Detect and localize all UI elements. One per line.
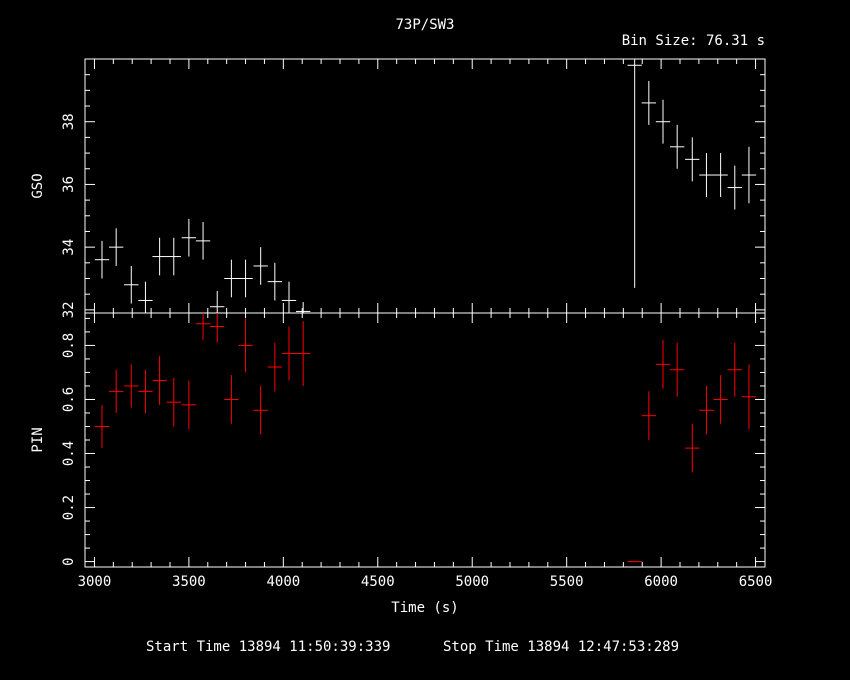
gso-point	[224, 259, 239, 298]
y-tick-label: 0.4	[61, 441, 77, 466]
gso-panel: GSO 32 34 36 38	[30, 58, 766, 318]
x-tick-label: 4000	[266, 574, 300, 590]
y-tick-label: 0	[61, 557, 77, 565]
y-tick-label: 34	[61, 239, 77, 256]
gso-point	[669, 124, 685, 169]
gso-point	[713, 153, 728, 197]
gso-y-label: GSO	[30, 173, 46, 198]
x-axis-label: Time (s)	[391, 600, 458, 616]
y-tick-label: 0.8	[61, 333, 77, 358]
start-time: Start Time 13894 11:50:39:339	[146, 639, 390, 655]
gso-point	[124, 265, 139, 304]
gso-point	[210, 291, 225, 313]
gso-point	[166, 237, 181, 276]
bin-size-label: Bin Size: 76.31 s	[622, 33, 765, 49]
gso-point	[181, 218, 197, 257]
gso-point	[94, 240, 110, 279]
pin-point	[741, 364, 757, 430]
pin-y-label: PIN	[30, 427, 46, 452]
gso-point	[641, 80, 657, 125]
y-tick-label: 38	[61, 113, 77, 130]
gso-frame	[84, 58, 766, 314]
pin-point	[210, 313, 225, 343]
x-tick-labels: 3000 3500 4000 4500 5000 5500 6000 6500	[78, 574, 773, 590]
x-tick-label: 6000	[644, 574, 678, 590]
gso-point	[727, 165, 742, 210]
pin-point	[727, 342, 742, 397]
pin-point	[655, 340, 671, 389]
pin-point	[295, 321, 311, 386]
pin-point	[166, 377, 181, 427]
x-tick-label: 6500	[739, 574, 773, 590]
y-tick-label: 32	[61, 301, 77, 318]
gso-point	[238, 259, 253, 298]
gso-point	[655, 99, 671, 144]
pin-point	[641, 391, 657, 440]
pin-series	[94, 313, 757, 563]
x-tick-label: 3000	[78, 574, 112, 590]
pin-point	[713, 375, 728, 424]
pin-point	[195, 313, 211, 341]
gso-series	[94, 59, 757, 313]
pin-point	[669, 342, 685, 397]
gso-point	[195, 222, 211, 260]
pin-point	[238, 318, 253, 373]
pin-point	[281, 326, 297, 381]
x-tick-label: 3500	[172, 574, 206, 590]
gso-point	[295, 302, 311, 313]
y-tick-label: 0.6	[61, 387, 77, 412]
pin-point	[138, 369, 153, 413]
pin-point	[94, 404, 110, 449]
stop-time: Stop Time 13894 12:47:53:289	[443, 639, 679, 655]
x-tick-label: 4500	[361, 574, 395, 590]
gso-point	[627, 59, 642, 288]
pin-point	[224, 375, 239, 424]
pin-point	[253, 385, 268, 435]
gso-point	[253, 247, 268, 285]
y-tick-label: 36	[61, 176, 77, 193]
x-tick-label: 5500	[550, 574, 584, 590]
gso-point	[741, 146, 757, 204]
gso-point	[281, 281, 297, 313]
pin-point	[152, 356, 167, 405]
pin-point	[124, 364, 139, 408]
gso-point	[152, 237, 167, 276]
gso-point	[138, 281, 153, 313]
gso-point	[108, 228, 124, 266]
pin-point	[267, 342, 283, 392]
gso-point	[267, 262, 283, 301]
pin-ticks: 0 0.2 0.4 0.6 0.8	[61, 313, 765, 567]
pin-point	[685, 423, 700, 473]
y-tick-label: 0.2	[61, 495, 77, 520]
gso-point	[685, 137, 700, 182]
x-tick-label: 5000	[455, 574, 489, 590]
gso-ticks: 32 34 36 38	[61, 58, 765, 318]
pin-panel: PIN 0 0.2 0.4 0.6 0.8	[30, 312, 766, 568]
pin-point	[108, 369, 124, 413]
chart-title: 73P/SW3	[395, 17, 454, 33]
pin-point	[699, 385, 714, 435]
gso-point	[699, 153, 714, 197]
pin-point	[181, 380, 197, 430]
